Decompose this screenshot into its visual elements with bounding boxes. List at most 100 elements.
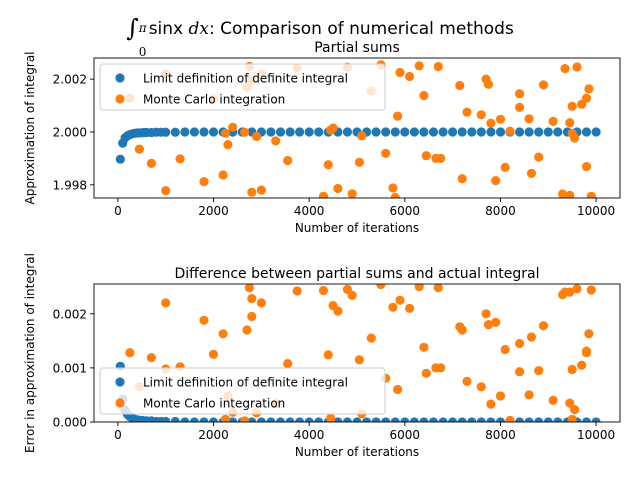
monte-carlo-point: [462, 376, 472, 386]
monte-carlo-point: [483, 320, 494, 330]
monte-carlo-point: [534, 366, 544, 376]
monte-carlo-point: [357, 131, 367, 141]
monte-carlo-point: [436, 153, 446, 163]
monte-carlo-point: [581, 93, 592, 103]
x-tick-label: 4000: [294, 428, 325, 442]
limit-definition-point: [543, 417, 553, 422]
x-tick-label: 2000: [198, 204, 229, 218]
legend-box: [99, 63, 386, 111]
monte-carlo-point: [146, 158, 156, 168]
monte-carlo-point: [220, 128, 231, 138]
limit-definition-point: [208, 417, 219, 422]
limit-definition-point: [161, 127, 171, 137]
limit-definition-point: [400, 417, 410, 422]
limit-definition-point: [295, 127, 305, 137]
monte-carlo-point: [247, 311, 257, 322]
limit-definition-point: [524, 417, 534, 422]
monte-carlo-point: [491, 317, 501, 327]
monte-carlo-point: [515, 338, 525, 349]
chart-title: Partial sums: [314, 40, 400, 56]
monte-carlo-point: [515, 367, 525, 377]
monte-carlo-point: [252, 131, 262, 142]
limit-definition-point: [457, 127, 467, 137]
y-tick-label: 2.002: [53, 73, 87, 87]
monte-carlo-point: [199, 177, 209, 187]
limit-definition-point: [591, 127, 601, 137]
monte-carlo-point: [333, 306, 343, 316]
monte-carlo-point: [436, 363, 446, 373]
limit-definition-point: [285, 417, 295, 422]
monte-carlo-point: [572, 62, 582, 72]
legend-marker: [115, 398, 125, 408]
legend-marker: [115, 73, 125, 83]
monte-carlo-point: [505, 126, 515, 136]
monte-carlo-point: [572, 284, 582, 294]
monte-carlo-point: [395, 295, 405, 305]
limit-definition-point: [486, 417, 496, 422]
monte-carlo-point: [134, 144, 144, 154]
limit-definition-point: [457, 417, 467, 422]
monte-carlo-point: [538, 321, 549, 331]
monte-carlo-point: [565, 190, 575, 198]
monte-carlo-point: [495, 391, 506, 401]
monte-carlo-point: [146, 353, 156, 363]
limit-definition-point: [199, 127, 209, 137]
monte-carlo-point: [570, 405, 580, 415]
legend-box: [99, 367, 386, 415]
x-tick-label: 10000: [577, 204, 615, 218]
differential: dx: [188, 19, 210, 39]
y-tick-label: 1.998: [53, 178, 87, 192]
monte-carlo-point: [333, 183, 343, 194]
y-axis-label: Error in approximation of integral: [23, 253, 37, 453]
monte-carlo-point: [433, 61, 443, 72]
monte-carlo-point: [567, 364, 577, 375]
monte-carlo-point: [292, 286, 302, 296]
limit-definition-point: [381, 127, 391, 137]
limit-definition-point: [400, 127, 410, 137]
limit-definition-point: [438, 127, 448, 137]
axes-frame: [93, 283, 621, 423]
limit-definition-point: [438, 417, 448, 422]
monte-carlo-point: [161, 298, 171, 308]
limit-definition-point: [390, 417, 400, 422]
x-tick-label: 0: [114, 204, 122, 218]
limit-definition-point: [428, 417, 439, 422]
monte-carlo-point: [526, 168, 537, 178]
limit-definition-point: [467, 417, 477, 422]
monte-carlo-point: [515, 89, 525, 99]
limit-definition-point: [543, 127, 553, 137]
monte-carlo-point: [476, 382, 486, 392]
monte-carlo-point: [476, 110, 486, 120]
limit-definition-point: [115, 154, 125, 164]
integral-lower-limit: 0: [138, 45, 147, 59]
data-markers: [115, 60, 601, 198]
monte-carlo-point: [354, 355, 364, 365]
monte-carlo-point: [381, 148, 391, 158]
monte-carlo-point: [526, 332, 537, 342]
limit-definition-point: [476, 127, 486, 137]
monte-carlo-point: [247, 187, 257, 197]
monte-carlo-point: [271, 136, 281, 146]
monte-carlo-point: [366, 333, 376, 343]
monte-carlo-point: [538, 80, 549, 90]
y-tick-label: 2.000: [53, 125, 87, 139]
suptitle-text: : Comparison of numerical methods: [209, 19, 514, 39]
chart-title: Difference between partial sums and actu…: [174, 266, 539, 282]
limit-definition-point: [189, 127, 199, 137]
monte-carlo-point: [125, 348, 135, 358]
y-tick-label: 0.002: [53, 307, 87, 321]
limit-definition-point: [581, 417, 592, 422]
legend-marker: [115, 94, 125, 104]
x-tick-label: 6000: [390, 428, 421, 442]
legend: Limit definition of definite integral Mon…: [99, 63, 386, 111]
monte-carlo-point: [414, 61, 424, 71]
monte-carlo-point: [405, 303, 415, 313]
monte-carlo-point: [347, 189, 357, 198]
monte-carlo-point: [390, 192, 400, 198]
limit-definition-point: [228, 417, 238, 422]
limit-definition-point: [476, 417, 486, 422]
limit-definition-point: [448, 417, 458, 422]
monte-carlo-point: [414, 284, 424, 292]
monte-carlo-point: [567, 101, 577, 111]
limit-definition-point: [256, 417, 266, 422]
